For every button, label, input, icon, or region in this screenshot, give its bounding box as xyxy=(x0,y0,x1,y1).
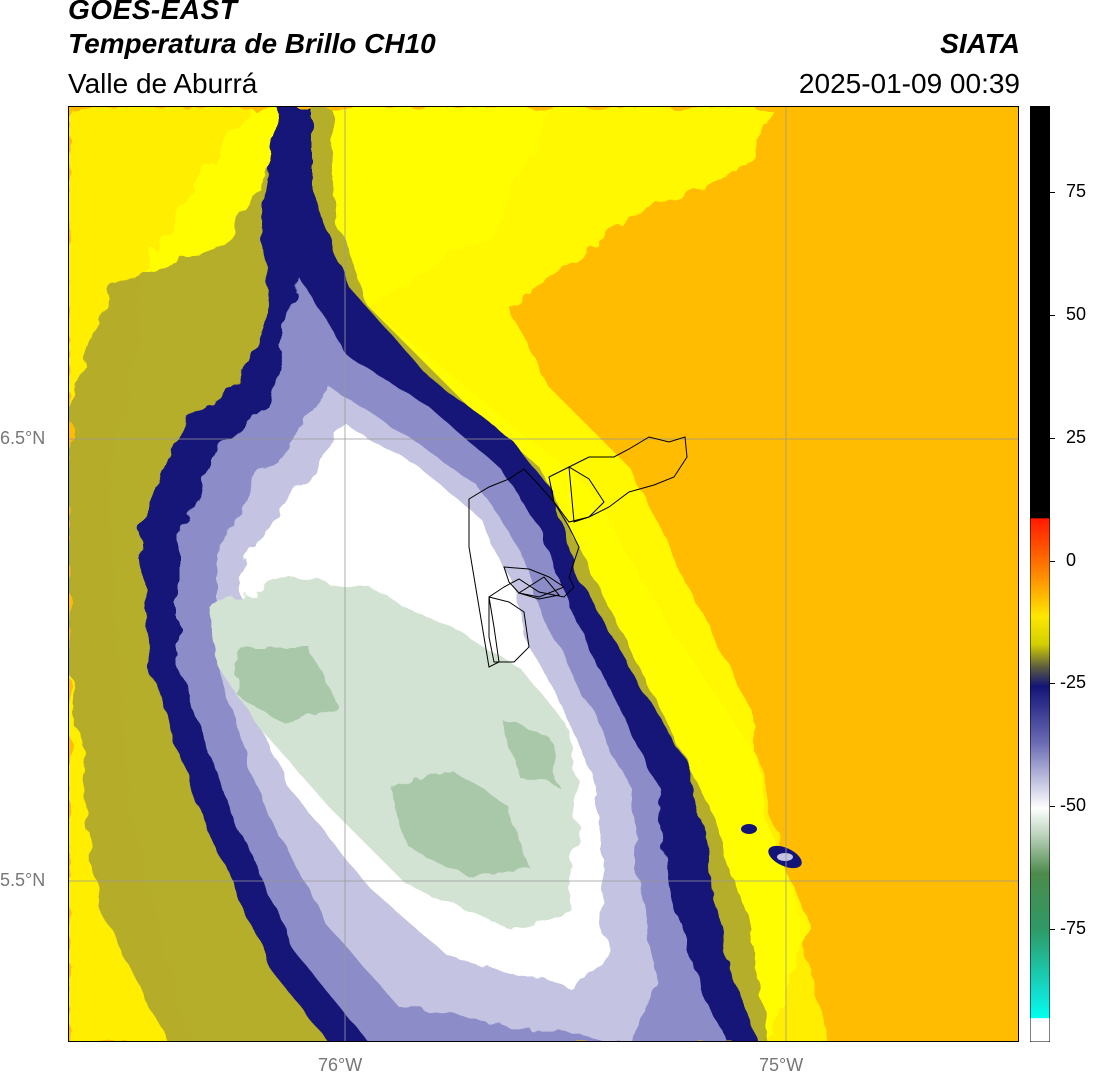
title-product: Temperatura de Brillo CH10 xyxy=(68,28,436,59)
small-cloud-2-core xyxy=(777,853,793,861)
lon-label-75: 75°W xyxy=(759,1055,804,1075)
colorbar-tick-mark xyxy=(1050,929,1055,930)
colorbar-tick-label: -75 xyxy=(1060,918,1087,938)
lat-label-6-5: 6.5°N xyxy=(0,428,46,448)
small-cloud-2 xyxy=(741,824,757,834)
colorbar-tick-mark xyxy=(1050,192,1055,193)
colorbar-svg xyxy=(1029,105,1051,1043)
colorbar-tick-label: -50 xyxy=(1060,795,1087,816)
mid-green-core xyxy=(239,647,559,877)
colorbar-tick-label: -25 xyxy=(1060,672,1087,693)
lat-label-5-5: 5.5°N xyxy=(0,870,46,890)
lon-label-76: 76°W xyxy=(318,1055,363,1075)
colorbar-tick-label: 25 xyxy=(1066,426,1087,447)
colorbar-tick-mark xyxy=(1050,806,1055,808)
brand-label: SIATA xyxy=(940,28,1020,59)
satellite-map xyxy=(68,106,1019,1042)
timestamp-label: 2025-01-09 00:39 xyxy=(798,68,1020,99)
colorbar-tick-label: 0 xyxy=(1066,549,1077,570)
colorbar-tick-mark xyxy=(1050,437,1055,439)
map-svg xyxy=(69,107,1018,1041)
municipal-outlines xyxy=(468,436,688,668)
title-satellite: GOES-EAST xyxy=(68,0,238,25)
colorbar-tick-label: 50 xyxy=(1066,303,1087,324)
colorbar-tick-mark xyxy=(1050,683,1055,685)
colorbar xyxy=(1029,105,1051,1043)
colorbar-tick-mark xyxy=(1050,560,1055,562)
colorbar-tick-label: 75 xyxy=(1066,181,1087,201)
colorbar-tick-mark xyxy=(1050,314,1055,316)
title-region: Valle de Aburrá xyxy=(68,68,258,99)
